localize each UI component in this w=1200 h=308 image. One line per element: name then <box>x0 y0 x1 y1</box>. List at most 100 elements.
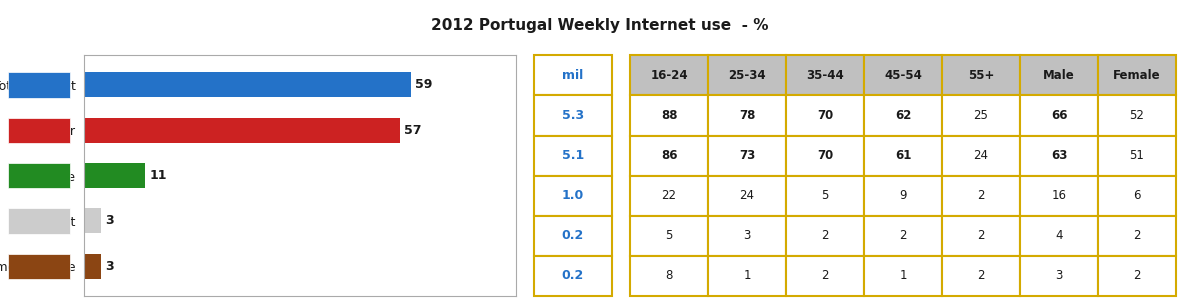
Bar <box>8 72 70 98</box>
FancyBboxPatch shape <box>1098 176 1176 216</box>
Text: 16-24: 16-24 <box>650 69 688 82</box>
Text: 0.2: 0.2 <box>562 229 584 242</box>
Text: 59: 59 <box>415 79 432 91</box>
Text: 9: 9 <box>899 189 907 202</box>
FancyBboxPatch shape <box>1098 55 1176 95</box>
Text: 2: 2 <box>1133 229 1141 242</box>
FancyBboxPatch shape <box>630 176 708 216</box>
Text: 16: 16 <box>1051 189 1067 202</box>
Text: 1: 1 <box>899 269 907 282</box>
Text: 70: 70 <box>817 109 833 122</box>
FancyBboxPatch shape <box>1098 95 1176 136</box>
FancyBboxPatch shape <box>630 95 708 136</box>
FancyBboxPatch shape <box>786 256 864 296</box>
Text: 63: 63 <box>1051 149 1067 162</box>
FancyBboxPatch shape <box>630 136 708 176</box>
FancyBboxPatch shape <box>942 95 1020 136</box>
FancyBboxPatch shape <box>708 176 786 216</box>
Text: 86: 86 <box>661 149 677 162</box>
FancyBboxPatch shape <box>1020 55 1098 95</box>
Text: 0.2: 0.2 <box>562 269 584 282</box>
Text: 3: 3 <box>1055 269 1063 282</box>
Text: 2: 2 <box>821 229 829 242</box>
Text: 78: 78 <box>739 109 755 122</box>
Text: 22: 22 <box>661 189 677 202</box>
Text: 2: 2 <box>977 269 985 282</box>
Text: 2: 2 <box>977 229 985 242</box>
FancyBboxPatch shape <box>864 256 942 296</box>
FancyBboxPatch shape <box>1098 216 1176 256</box>
Text: 88: 88 <box>661 109 677 122</box>
Text: Male: Male <box>1043 69 1075 82</box>
FancyBboxPatch shape <box>534 95 612 136</box>
FancyBboxPatch shape <box>942 216 1020 256</box>
FancyBboxPatch shape <box>1020 176 1098 216</box>
Text: 5.1: 5.1 <box>562 149 584 162</box>
FancyBboxPatch shape <box>786 55 864 95</box>
Text: 55+: 55+ <box>968 69 994 82</box>
Text: 2: 2 <box>977 189 985 202</box>
FancyBboxPatch shape <box>708 55 786 95</box>
Bar <box>8 163 70 188</box>
Text: 1: 1 <box>743 269 751 282</box>
FancyBboxPatch shape <box>864 176 942 216</box>
Bar <box>8 118 70 143</box>
Bar <box>84 209 101 233</box>
FancyBboxPatch shape <box>534 216 612 256</box>
Bar <box>84 72 410 97</box>
Text: 3: 3 <box>106 260 114 273</box>
Text: 62: 62 <box>895 109 911 122</box>
FancyBboxPatch shape <box>630 55 708 95</box>
FancyBboxPatch shape <box>942 176 1020 216</box>
FancyBboxPatch shape <box>864 216 942 256</box>
Text: 52: 52 <box>1129 109 1145 122</box>
Bar <box>8 253 70 279</box>
FancyBboxPatch shape <box>534 256 612 296</box>
Text: Female: Female <box>1114 69 1160 82</box>
FancyBboxPatch shape <box>630 216 708 256</box>
FancyBboxPatch shape <box>864 136 942 176</box>
FancyBboxPatch shape <box>942 136 1020 176</box>
FancyBboxPatch shape <box>708 136 786 176</box>
FancyBboxPatch shape <box>942 55 1020 95</box>
Text: 3: 3 <box>743 229 751 242</box>
Bar <box>84 163 145 188</box>
Text: 5: 5 <box>665 229 673 242</box>
FancyBboxPatch shape <box>1098 256 1176 296</box>
Text: 73: 73 <box>739 149 755 162</box>
Text: 51: 51 <box>1129 149 1145 162</box>
FancyBboxPatch shape <box>942 256 1020 296</box>
Text: 6: 6 <box>1133 189 1141 202</box>
Text: 66: 66 <box>1051 109 1067 122</box>
FancyBboxPatch shape <box>708 216 786 256</box>
FancyBboxPatch shape <box>786 176 864 216</box>
FancyBboxPatch shape <box>786 136 864 176</box>
Text: 45-54: 45-54 <box>884 69 922 82</box>
FancyBboxPatch shape <box>786 216 864 256</box>
Text: 2: 2 <box>899 229 907 242</box>
Text: 57: 57 <box>404 124 421 137</box>
FancyBboxPatch shape <box>786 95 864 136</box>
Text: 24: 24 <box>973 149 989 162</box>
Text: 11: 11 <box>149 169 167 182</box>
Text: 5.3: 5.3 <box>562 109 584 122</box>
FancyBboxPatch shape <box>1020 256 1098 296</box>
FancyBboxPatch shape <box>1020 136 1098 176</box>
Text: 2: 2 <box>1133 269 1141 282</box>
Text: 1.0: 1.0 <box>562 189 584 202</box>
Text: 8: 8 <box>665 269 673 282</box>
FancyBboxPatch shape <box>864 95 942 136</box>
FancyBboxPatch shape <box>708 95 786 136</box>
FancyBboxPatch shape <box>1020 216 1098 256</box>
Text: 25-34: 25-34 <box>728 69 766 82</box>
Text: 2: 2 <box>821 269 829 282</box>
FancyBboxPatch shape <box>630 256 708 296</box>
Text: 35-44: 35-44 <box>806 69 844 82</box>
FancyBboxPatch shape <box>864 55 942 95</box>
Text: 61: 61 <box>895 149 911 162</box>
Text: 25: 25 <box>973 109 989 122</box>
FancyBboxPatch shape <box>534 176 612 216</box>
FancyBboxPatch shape <box>534 55 612 95</box>
Text: mil: mil <box>563 69 583 82</box>
Bar <box>8 208 70 233</box>
